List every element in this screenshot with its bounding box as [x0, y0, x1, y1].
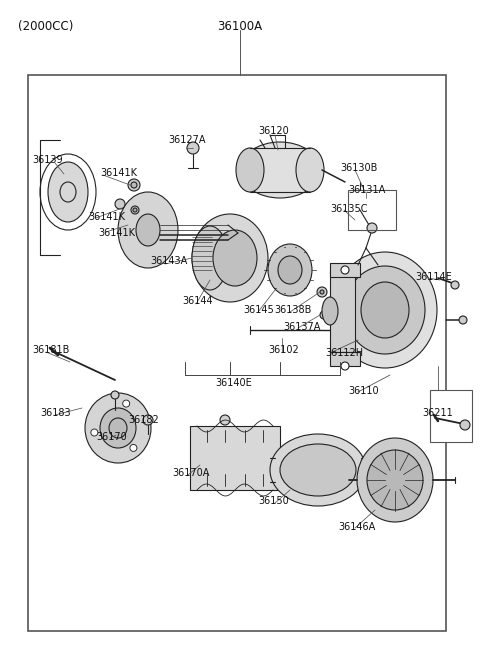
Bar [330, 263, 360, 277]
Ellipse shape [280, 444, 356, 496]
Polygon shape [190, 426, 280, 490]
Ellipse shape [278, 256, 302, 284]
Text: 36130B: 36130B [340, 163, 377, 173]
Circle shape [187, 142, 199, 154]
Text: (2000CC): (2000CC) [18, 20, 73, 33]
Text: 36139: 36139 [32, 155, 62, 165]
Text: 36141K: 36141K [88, 212, 125, 222]
Text: 36146A: 36146A [338, 522, 375, 532]
Text: 36211: 36211 [422, 408, 453, 418]
Ellipse shape [192, 226, 228, 290]
Bar [330, 270, 355, 352]
Text: 36182: 36182 [128, 415, 159, 425]
Ellipse shape [361, 282, 409, 338]
Circle shape [341, 362, 349, 370]
Circle shape [115, 199, 125, 209]
Text: 36143A: 36143A [150, 256, 187, 266]
Text: 36131A: 36131A [348, 185, 385, 195]
Circle shape [341, 266, 349, 274]
Text: 36144: 36144 [182, 296, 213, 306]
Circle shape [451, 281, 459, 289]
Text: 36112H: 36112H [325, 348, 363, 358]
Circle shape [133, 208, 137, 212]
Text: 36170: 36170 [96, 432, 127, 442]
Circle shape [367, 223, 377, 233]
Bar [330, 352, 360, 366]
Ellipse shape [345, 266, 425, 354]
Text: 36140E: 36140E [215, 378, 252, 388]
Bar [430, 390, 472, 442]
Circle shape [91, 429, 98, 436]
Ellipse shape [48, 162, 88, 222]
Circle shape [130, 444, 137, 451]
Text: 36181B: 36181B [32, 345, 70, 355]
Circle shape [320, 311, 328, 319]
Ellipse shape [270, 434, 366, 506]
Text: 36114E: 36114E [415, 272, 452, 282]
Bar [348, 190, 396, 230]
Circle shape [459, 316, 467, 324]
Text: 36127A: 36127A [168, 135, 205, 145]
Ellipse shape [296, 148, 324, 192]
Ellipse shape [109, 418, 127, 438]
Circle shape [128, 179, 140, 191]
Circle shape [131, 182, 137, 188]
Text: 36110: 36110 [348, 386, 379, 396]
Text: 36100A: 36100A [217, 20, 263, 33]
Ellipse shape [322, 297, 338, 325]
Text: 36137A: 36137A [283, 322, 320, 332]
Ellipse shape [100, 408, 136, 448]
Text: 36138B: 36138B [274, 305, 312, 315]
Circle shape [131, 206, 139, 214]
Ellipse shape [268, 244, 312, 296]
Ellipse shape [357, 438, 433, 522]
Circle shape [123, 400, 130, 407]
Ellipse shape [85, 393, 151, 463]
Ellipse shape [118, 192, 178, 268]
Ellipse shape [333, 252, 437, 368]
Text: 36102: 36102 [268, 345, 299, 355]
Ellipse shape [136, 214, 160, 246]
Bar [28, 75, 446, 631]
Text: 36150: 36150 [258, 496, 289, 506]
Text: 36135C: 36135C [330, 204, 368, 214]
Ellipse shape [240, 142, 320, 198]
Text: 36120: 36120 [258, 126, 289, 136]
Text: 36170A: 36170A [172, 468, 209, 478]
Ellipse shape [236, 148, 264, 192]
Circle shape [460, 420, 470, 430]
Ellipse shape [213, 230, 257, 286]
Ellipse shape [192, 214, 268, 302]
Text: 36141K: 36141K [98, 228, 135, 238]
Text: 36183: 36183 [40, 408, 71, 418]
Ellipse shape [367, 450, 423, 510]
Circle shape [143, 415, 153, 425]
Text: 36141K: 36141K [100, 168, 137, 178]
Circle shape [320, 290, 324, 294]
Circle shape [353, 326, 361, 334]
Circle shape [220, 415, 230, 425]
Circle shape [317, 287, 327, 297]
Text: 36145: 36145 [243, 305, 274, 315]
Circle shape [111, 391, 119, 399]
